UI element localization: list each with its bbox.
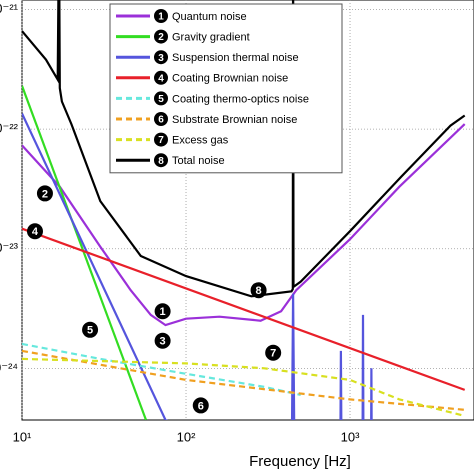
- legend-badge: [154, 9, 168, 23]
- legend-label: Coating thermo-optics noise: [172, 93, 309, 105]
- annotation-text: 4: [32, 226, 39, 238]
- legend-badge: [154, 112, 168, 126]
- annotation-badge: [82, 321, 99, 338]
- annotation-text: 6: [198, 400, 204, 412]
- annotation-text: 2: [42, 188, 48, 200]
- x-axis-label: Frequency [Hz]: [249, 453, 351, 470]
- legend-box: [109, 3, 343, 174]
- legend-number: 6: [158, 115, 164, 126]
- annotation-text: 1: [160, 306, 166, 318]
- legend-badge: [154, 132, 168, 147]
- legend-number: 3: [158, 53, 164, 64]
- legend-number: 1: [158, 12, 164, 23]
- annotation-text: 8: [256, 285, 262, 297]
- legend-label: Coating Brownian noise: [172, 73, 288, 85]
- legend-number: 7: [158, 135, 164, 146]
- annotation-badge: [36, 185, 53, 202]
- annotation-badge: [154, 303, 171, 320]
- series-line: [22, 113, 373, 420]
- legend: 1 Quantum noise 2 Gravity gradient 3 Suspensi…: [109, 3, 343, 174]
- lines: [22, 0, 466, 420]
- series-line: [22, 0, 466, 298]
- x-tick-label: 10²: [177, 429, 196, 444]
- legend-label: Excess gas: [172, 135, 229, 147]
- annotations: 1 2 3 4 5 6 7 8: [26, 185, 282, 414]
- y-tick-label: 10⁻²¹: [0, 1, 19, 16]
- annotation-badge: [26, 223, 43, 240]
- legend-badge: [154, 50, 168, 65]
- annotation-text: 3: [160, 336, 166, 348]
- annotation-text: 7: [270, 348, 276, 360]
- series-line: [22, 227, 466, 391]
- x-tick-label: 10¹: [13, 429, 32, 444]
- legend-number: 2: [158, 32, 164, 43]
- legend-label: Total noise: [172, 155, 225, 167]
- series-line: [22, 123, 466, 327]
- x-tick-label: 10³: [341, 429, 360, 444]
- annotation-badge: [265, 344, 282, 361]
- legend-label: Gravity gradient: [172, 32, 250, 44]
- legend-number: 5: [158, 94, 164, 105]
- legend-number: 8: [158, 156, 164, 167]
- legend-badge: [154, 29, 168, 44]
- series-line: [22, 342, 301, 396]
- legend-label: Suspension thermal noise: [172, 52, 299, 64]
- y-tick-label: 10⁻²⁴: [0, 360, 18, 375]
- legend-label: Quantum noise: [172, 11, 247, 23]
- y-tick-label: 10⁻²³: [0, 240, 19, 255]
- annotation-badge: [192, 397, 209, 414]
- annotation-badge: [250, 282, 267, 299]
- series-line: [22, 357, 465, 417]
- series-line: [22, 349, 465, 411]
- annotation-badge: [154, 332, 171, 349]
- legend-badge: [154, 70, 168, 85]
- y-tick-label: 10⁻²²: [0, 121, 19, 136]
- legend-label: Substrate Brownian noise: [172, 114, 297, 126]
- legend-number: 4: [158, 73, 164, 84]
- annotation-text: 5: [87, 325, 93, 337]
- legend-badge: [154, 91, 168, 106]
- legend-badge: [154, 153, 168, 168]
